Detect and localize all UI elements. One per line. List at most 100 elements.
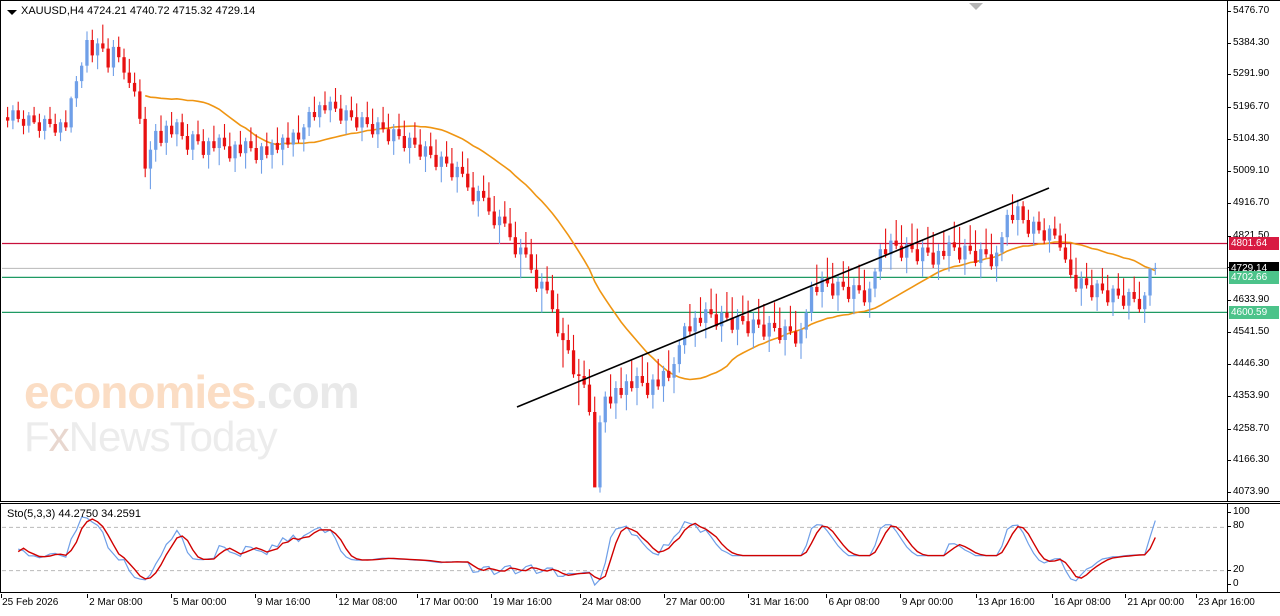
candle-body: [899, 245, 904, 258]
time-axis-label: 9 Mar 16:00: [256, 597, 311, 608]
candle-body: [661, 370, 666, 387]
stochastic-axis-tick-label: 80: [1233, 520, 1245, 532]
time-axis-tick: [171, 594, 173, 598]
candle-body: [936, 250, 941, 265]
time-axis-label: 31 Mar 16:00: [749, 597, 809, 608]
price-chart-pane[interactable]: economies.com FxNewsToday 5476.70 5384.30…: [0, 0, 1280, 502]
candle-body: [244, 141, 248, 154]
candle-body: [64, 122, 68, 128]
candle-body: [53, 124, 57, 133]
moving-average-line: [144, 94, 1156, 381]
tick-mark: [1228, 569, 1231, 571]
tick-mark: [1228, 171, 1231, 173]
candle-body: [122, 57, 126, 73]
chevron-down-icon[interactable]: [7, 10, 17, 15]
trendline-ascending-support[interactable]: [516, 187, 1050, 408]
candle-body: [1005, 214, 1009, 238]
candle-body: [989, 254, 993, 267]
price-axis[interactable]: 5476.70 5384.30 5291.90 5196.70 5104.30 5009.…: [1227, 1, 1280, 501]
candle-body: [508, 223, 512, 238]
candle-body: [926, 247, 930, 253]
candle-body: [593, 412, 597, 488]
candle-body: [788, 326, 792, 332]
stochastic-indicator-pane[interactable]: 100 80 20 0 Sto(5,3,3) 44.2750 34.2591: [0, 503, 1280, 593]
candle-body: [434, 154, 438, 167]
tick-mark: [1228, 74, 1231, 76]
stochastic-axis[interactable]: 100 80 20 0: [1227, 504, 1280, 592]
candle-body: [566, 340, 570, 351]
candle-body: [1116, 288, 1120, 296]
time-axis-tick: [1051, 594, 1053, 598]
candle-body: [741, 316, 745, 322]
candle-body: [762, 324, 766, 337]
time-axis-label: 13 Apr 16:00: [977, 597, 1035, 608]
price-tag-support[interactable]: 4600.59: [1229, 306, 1279, 320]
candle-body: [778, 328, 782, 340]
candle-body: [217, 137, 221, 148]
candle-body: [958, 247, 962, 260]
symbol-timeframe-ohlc-label: XAUUSD,H4 4724.21 4740.72 4715.32 4729.1…: [21, 5, 256, 17]
candle-body: [783, 326, 787, 340]
price-tag-resistance[interactable]: 4801.64: [1229, 237, 1279, 251]
time-axis-label: 17 Mar 00:00: [419, 597, 479, 608]
time-axis-label: 24 Mar 08:00: [582, 597, 641, 608]
candle-body: [191, 134, 195, 150]
time-axis-tick: [336, 594, 338, 598]
price-plot-area[interactable]: economies.com FxNewsToday: [2, 2, 1229, 502]
time-axis-tick: [1, 594, 2, 598]
time-axis-tick: [417, 594, 419, 598]
candle-body: [1000, 237, 1004, 253]
candle-body: [164, 125, 168, 143]
candle-body: [735, 316, 740, 330]
candle-body: [984, 249, 988, 255]
price-tag-support[interactable]: 4702.66: [1229, 271, 1279, 285]
candle-body: [381, 122, 385, 130]
candle-body: [519, 247, 523, 255]
tick-mark: [1228, 492, 1231, 493]
candle-body: [1047, 228, 1052, 241]
candle-body: [439, 156, 443, 167]
candle-body: [32, 115, 36, 123]
candle-body: [556, 309, 560, 334]
candle-body: [392, 129, 396, 142]
candle-body: [492, 211, 496, 226]
tick-mark: [1228, 364, 1231, 366]
candle-body: [503, 216, 507, 224]
candle-body: [74, 81, 79, 99]
candle-body: [973, 250, 978, 263]
candle-body: [1095, 283, 1099, 298]
tick-mark: [1228, 331, 1231, 333]
candle-body: [873, 271, 877, 289]
price-series-svg: [2, 24, 1229, 493]
candle-body: [720, 312, 724, 327]
candle-body: [624, 381, 629, 395]
candle-body: [196, 134, 200, 142]
candle-body: [233, 144, 237, 159]
time-axis-tick: [1125, 594, 1127, 598]
time-axis-label: 27 Mar 00:00: [665, 597, 725, 608]
candle-body: [344, 110, 348, 121]
candle-body: [228, 146, 232, 159]
candle-body: [418, 144, 422, 157]
candle-body: [619, 388, 623, 395]
time-axis-label: 6 Apr 08:00: [828, 597, 880, 608]
candle-body: [730, 317, 734, 330]
time-axis[interactable]: 25 Feb 2026 2 Mar 08:00 5 Mar 00:00 9 Mar 1…: [0, 594, 1280, 616]
price-axis-tick-label: 5009.10: [1233, 165, 1270, 177]
tick-mark: [1228, 11, 1231, 12]
tick-mark: [1228, 138, 1231, 140]
candle-body: [1111, 288, 1115, 303]
stochastic-plot-area[interactable]: [2, 505, 1229, 593]
tick-mark: [1228, 460, 1231, 462]
candle-body: [365, 117, 369, 125]
candle-body: [69, 98, 73, 128]
stochastic-d-line: [17, 518, 1156, 581]
tick-mark: [1228, 107, 1231, 108]
price-axis-tick-label: 4821.50: [1233, 229, 1270, 241]
candle-body: [408, 137, 412, 148]
candle-body: [1084, 278, 1089, 286]
candle-body: [349, 110, 354, 118]
candle-body: [852, 285, 856, 299]
candle-body: [117, 46, 121, 58]
candle-body: [497, 216, 502, 226]
